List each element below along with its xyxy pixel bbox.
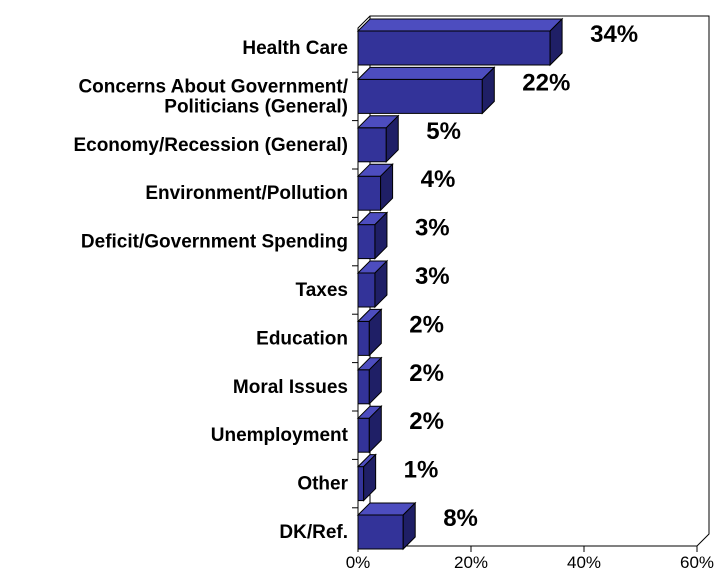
bar-front <box>357 224 376 260</box>
data-label: 8% <box>443 505 478 532</box>
category-label: Unemployment <box>211 425 349 446</box>
bar-front <box>357 30 551 66</box>
data-label: 3% <box>415 263 450 290</box>
bar-front <box>357 514 404 550</box>
bar <box>356 17 564 67</box>
bar-side <box>374 211 388 260</box>
x-tick-label: 0% <box>346 553 371 571</box>
x-tick-label: 40% <box>567 553 601 571</box>
bar-front <box>357 466 365 502</box>
x-tick-label: 60% <box>680 553 714 571</box>
data-label: 2% <box>409 311 444 338</box>
bar <box>356 308 383 357</box>
category-label: Other <box>297 474 348 495</box>
bar-front <box>357 369 370 405</box>
bar <box>356 66 496 115</box>
bar-front <box>357 175 382 211</box>
category-label: Economy/Recession (General) <box>73 135 348 156</box>
bar-front <box>357 272 376 308</box>
bar-side <box>385 114 399 164</box>
data-label: 2% <box>409 360 444 387</box>
data-label: 4% <box>421 166 456 193</box>
bar <box>356 162 394 212</box>
category-label: Moral Issues <box>233 377 348 398</box>
data-label: 34% <box>590 21 638 48</box>
bar <box>356 356 383 406</box>
data-label: 1% <box>404 457 439 484</box>
category-label: DK/Ref. <box>279 522 348 543</box>
bar <box>356 259 389 309</box>
bar-side <box>368 308 382 357</box>
bar-top <box>356 18 564 32</box>
bar-top <box>356 66 496 80</box>
x-tick-label: 20% <box>454 553 488 571</box>
category-label: Politicians (General) <box>164 96 348 117</box>
category-label: Education <box>256 328 348 349</box>
bar-side <box>374 259 388 309</box>
category-label: Concerns About Government/ <box>78 76 348 97</box>
data-label: 22% <box>522 69 570 96</box>
bar-side <box>481 66 495 115</box>
data-label: 3% <box>415 215 450 242</box>
category-label: Health Care <box>242 38 348 59</box>
data-label: 5% <box>426 118 461 145</box>
bar-front <box>357 320 370 356</box>
bar <box>356 453 377 502</box>
bar-side <box>363 453 377 502</box>
bar-side <box>380 162 394 212</box>
bar <box>356 501 417 551</box>
category-label: Deficit/Government Spending <box>81 232 348 253</box>
bar <box>356 211 389 260</box>
bar <box>356 404 383 454</box>
bar <box>356 114 400 164</box>
bar-front <box>357 78 483 114</box>
bar-side <box>402 501 416 551</box>
bar-side <box>368 404 382 454</box>
bar-front <box>357 417 370 453</box>
category-label: Taxes <box>296 280 348 301</box>
data-label: 2% <box>409 408 444 435</box>
bar-side <box>368 356 382 406</box>
bar-side <box>549 17 563 67</box>
category-label: Environment/Pollution <box>145 183 348 204</box>
bar-front <box>357 127 387 163</box>
